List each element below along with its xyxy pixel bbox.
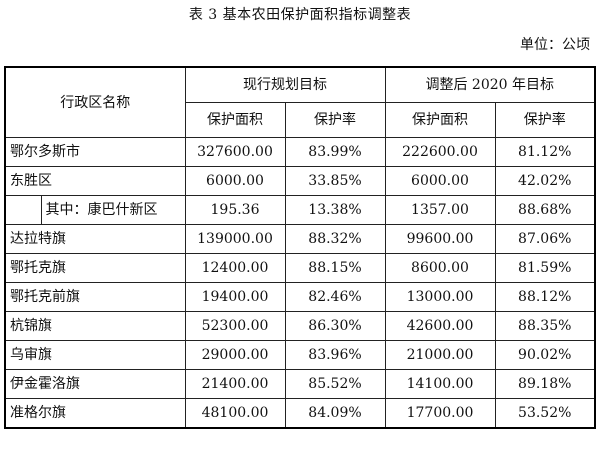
header-adjusted-area: 保护面积 <box>384 102 496 138</box>
row-name: 达拉特旗 <box>4 224 186 254</box>
table-row: 乌审旗 29000.00 83.96% 21000.00 90.02% <box>4 340 596 370</box>
row-name: 鄂托克旗 <box>4 253 186 283</box>
cell-adjusted-rate: 90.02% <box>494 340 596 370</box>
cell-adjusted-rate: 53.52% <box>494 398 596 429</box>
table-row: 鄂尔多斯市 327600.00 83.99% 222600.00 81.12% <box>4 137 596 167</box>
row-name: 东胜区 <box>4 166 186 196</box>
cell-current-area: 6000.00 <box>184 166 286 196</box>
cell-adjusted-rate: 88.68% <box>494 195 596 225</box>
header-adjusted-group: 调整后 2020 年目标 <box>384 66 596 103</box>
cell-current-area: 48100.00 <box>184 398 286 429</box>
cell-current-area: 19400.00 <box>184 282 286 312</box>
header-current-area: 保护面积 <box>184 102 286 138</box>
header-current-rate: 保护率 <box>284 102 386 138</box>
cell-current-rate: 83.99% <box>284 137 386 167</box>
farmland-table: 行政区名称 现行规划目标 调整后 2020 年目标 保护面积 保护率 保护面积 … <box>4 66 596 429</box>
cell-adjusted-rate: 87.06% <box>494 224 596 254</box>
cell-adjusted-area: 17700.00 <box>384 398 496 429</box>
header-current-group: 现行规划目标 <box>184 66 386 103</box>
cell-adjusted-area: 6000.00 <box>384 166 496 196</box>
cell-current-rate: 83.96% <box>284 340 386 370</box>
cell-adjusted-area: 99600.00 <box>384 224 496 254</box>
table-row: 东胜区 6000.00 33.85% 6000.00 42.02% <box>4 166 596 196</box>
table-row: 鄂托克旗 12400.00 88.15% 8600.00 81.59% <box>4 253 596 283</box>
cell-adjusted-area: 14100.00 <box>384 369 496 399</box>
row-name: 准格尔旗 <box>4 398 186 429</box>
row-name: 其中：康巴什新区 <box>40 195 186 225</box>
cell-current-area: 52300.00 <box>184 311 286 341</box>
cell-current-rate: 13.38% <box>284 195 386 225</box>
cell-adjusted-rate: 89.18% <box>494 369 596 399</box>
cell-adjusted-area: 21000.00 <box>384 340 496 370</box>
cell-current-rate: 88.32% <box>284 224 386 254</box>
header-adjusted-rate: 保护率 <box>494 102 596 138</box>
cell-adjusted-area: 42600.00 <box>384 311 496 341</box>
cell-adjusted-rate: 42.02% <box>494 166 596 196</box>
table-row: 伊金霍洛旗 21400.00 85.52% 14100.00 89.18% <box>4 369 596 399</box>
indent-cell <box>4 195 42 225</box>
cell-current-rate: 84.09% <box>284 398 386 429</box>
header-row-2: 保护面积 保护率 保护面积 保护率 <box>5 102 596 138</box>
cell-current-rate: 85.52% <box>284 369 386 399</box>
cell-current-area: 139000.00 <box>184 224 286 254</box>
cell-current-rate: 82.46% <box>284 282 386 312</box>
cell-adjusted-rate: 81.12% <box>494 137 596 167</box>
row-name: 鄂托克前旗 <box>4 282 186 312</box>
row-name: 杭锦旗 <box>4 311 186 341</box>
cell-current-area: 21400.00 <box>184 369 286 399</box>
header-row-1: 行政区名称 现行规划目标 调整后 2020 年目标 <box>4 66 596 138</box>
cell-adjusted-area: 222600.00 <box>384 137 496 167</box>
cell-current-area: 29000.00 <box>184 340 286 370</box>
table-row: 鄂托克前旗 19400.00 82.46% 13000.00 88.12% <box>4 282 596 312</box>
cell-current-area: 327600.00 <box>184 137 286 167</box>
cell-adjusted-rate: 81.59% <box>494 253 596 283</box>
unit-label: 单位：公顷 <box>520 37 590 53</box>
table-row: 准格尔旗 48100.00 84.09% 17700.00 53.52% <box>4 398 596 429</box>
cell-current-rate: 86.30% <box>284 311 386 341</box>
cell-current-rate: 88.15% <box>284 253 386 283</box>
table-row: 杭锦旗 52300.00 86.30% 42600.00 88.35% <box>4 311 596 341</box>
cell-adjusted-rate: 88.12% <box>494 282 596 312</box>
cell-adjusted-rate: 88.35% <box>494 311 596 341</box>
table-row: 达拉特旗 139000.00 88.32% 99600.00 87.06% <box>4 224 596 254</box>
cell-current-rate: 33.85% <box>284 166 386 196</box>
cell-adjusted-area: 13000.00 <box>384 282 496 312</box>
row-name: 乌审旗 <box>4 340 186 370</box>
cell-current-area: 12400.00 <box>184 253 286 283</box>
cell-current-area: 195.36 <box>184 195 286 225</box>
table-row-sub: 其中：康巴什新区 195.36 13.38% 1357.00 88.68% <box>4 195 596 225</box>
header-region: 行政区名称 <box>4 66 186 138</box>
table-title: 表 3 基本农田保护面积指标调整表 <box>188 7 412 23</box>
row-name: 鄂尔多斯市 <box>4 137 186 167</box>
cell-adjusted-area: 1357.00 <box>384 195 496 225</box>
cell-adjusted-area: 8600.00 <box>384 253 496 283</box>
row-name: 伊金霍洛旗 <box>4 369 186 399</box>
